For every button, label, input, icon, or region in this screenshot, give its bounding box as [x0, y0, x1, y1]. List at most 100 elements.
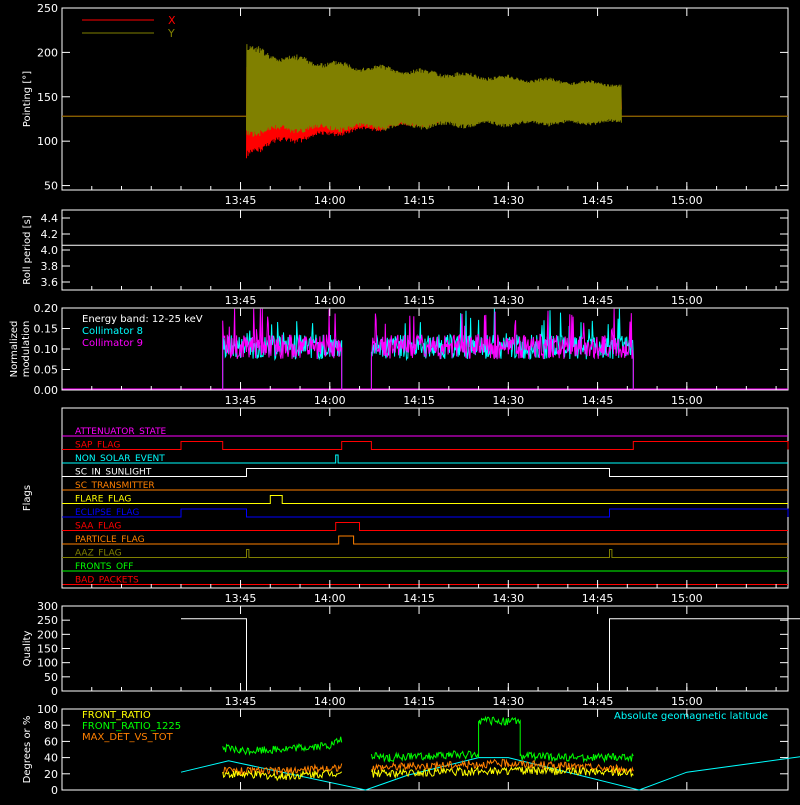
flag-label: SAP_FLAG — [75, 441, 120, 451]
legend-X-label: X — [168, 14, 176, 27]
x-tick-label: 14:30 — [492, 695, 524, 708]
y-axis-label: Pointing [°] — [22, 71, 33, 127]
flag-label: PARTICLE_FLAG — [75, 535, 145, 545]
y-tick-label: 4.4 — [41, 212, 59, 225]
x-tick-label: 13:45 — [225, 194, 257, 207]
flag-label: ECLIPSE_FLAG — [75, 508, 139, 518]
flag-label: AAZ_FLAG — [75, 549, 122, 559]
legend-collimator-8: Collimator 8 — [82, 326, 143, 337]
y-axis-label: Normalized — [9, 321, 20, 378]
y-tick-label: 0.15 — [34, 323, 59, 336]
x-tick-label: 14:45 — [582, 695, 614, 708]
x-tick-label: 14:30 — [492, 194, 524, 207]
ratio-series-3-seg-0 — [222, 769, 343, 782]
y-tick-label: 100 — [37, 657, 58, 670]
panel-frame — [61, 708, 789, 791]
x-tick-label: 13:45 — [225, 394, 257, 407]
legend-collimator-9: Collimator 9 — [82, 338, 143, 349]
flag-label: SC_IN_SUNLIGHT — [75, 468, 152, 478]
y-tick-label: 4.0 — [41, 244, 59, 257]
x-tick-label: 15:00 — [671, 592, 703, 605]
modulation-series-0-seg-0 — [222, 321, 343, 390]
x-tick-label: 14:15 — [403, 294, 435, 307]
x-tick-label: 14:45 — [582, 294, 614, 307]
x-tick-label: 13:45 — [225, 592, 257, 605]
y-tick-label: 50 — [44, 180, 58, 193]
x-tick-label: 14:00 — [314, 592, 346, 605]
y-tick-label: 100 — [37, 135, 58, 148]
x-tick-label: 13:45 — [225, 294, 257, 307]
x-tick-label: 15:00 — [671, 294, 703, 307]
flag-label: SAA_FLAG — [75, 522, 121, 532]
flag-line — [62, 441, 789, 450]
y-tick-label: 150 — [37, 643, 58, 656]
y-tick-label: 4.2 — [41, 228, 59, 241]
y-tick-label: 60 — [44, 735, 58, 748]
modulation-series-1-seg-0 — [222, 308, 343, 390]
flag-label: FRONTS_OFF — [75, 562, 133, 572]
x-tick-label: 14:15 — [403, 592, 435, 605]
x-tick-label: 14:15 — [403, 695, 435, 708]
modulation-series-1-seg-1 — [370, 308, 634, 390]
y-tick-label: 0 — [51, 685, 58, 698]
y-axis-label: Flags — [22, 485, 33, 511]
pointing-series-Y — [246, 44, 622, 137]
y-tick-label: 80 — [44, 719, 58, 732]
y-axis-label: Roll period [s] — [22, 215, 33, 284]
x-tick-label: 14:00 — [314, 294, 346, 307]
flag-label: FLARE_FLAG — [75, 495, 131, 505]
y-tick-label: 50 — [44, 671, 58, 684]
x-tick-label: 14:15 — [403, 194, 435, 207]
panel-frame — [61, 209, 789, 291]
flag-line — [62, 549, 788, 558]
ratio-series-1-seg-0 — [222, 736, 343, 756]
quality-line — [181, 618, 800, 692]
energy-band-annotation: Energy band: 12-25 keV — [82, 314, 203, 325]
y-tick-label: 150 — [37, 91, 58, 104]
flag-line — [62, 535, 788, 545]
flag-label: BAD_PACKETS — [75, 576, 139, 586]
flag-label: SC_TRANSMITTER — [75, 481, 155, 491]
legend-max_det_vs_tot: MAX_DET_VS_TOT — [82, 732, 174, 743]
x-tick-label: 14:45 — [582, 194, 614, 207]
y-tick-label: 3.8 — [41, 260, 59, 273]
flag-line — [62, 495, 788, 504]
y-tick-label: 200 — [37, 46, 58, 59]
legend-geomagnetic-latitude: Absolute geomagnetic latitude — [614, 711, 768, 722]
legend-front_ratio_1225: FRONT_RATIO_1225 — [82, 721, 181, 732]
x-tick-label: 14:00 — [314, 194, 346, 207]
legend-Y-label: Y — [167, 27, 175, 40]
flag-line — [62, 454, 788, 464]
ratio-series-3-seg-1 — [371, 765, 634, 779]
y-tick-label: 250 — [37, 2, 58, 15]
x-tick-label: 14:00 — [314, 695, 346, 708]
y-tick-label: 20 — [44, 768, 58, 781]
flag-line — [62, 508, 789, 518]
y-axis-label: modulation — [21, 321, 32, 378]
flag-line — [62, 468, 788, 477]
x-tick-label: 14:15 — [403, 394, 435, 407]
panel-frame — [61, 7, 789, 191]
y-tick-label: 3.6 — [41, 276, 59, 289]
legend-front_ratio: FRONT_RATIO — [82, 710, 151, 721]
y-tick-label: 40 — [44, 752, 58, 765]
panel-frame — [61, 407, 789, 589]
x-tick-label: 14:00 — [314, 394, 346, 407]
x-tick-label: 15:00 — [671, 695, 703, 708]
x-tick-label: 14:30 — [492, 294, 524, 307]
flag-label: ATTENUATOR_STATE — [75, 427, 167, 437]
y-tick-label: 0 — [51, 784, 58, 797]
y-tick-label: 100 — [37, 703, 58, 716]
x-tick-label: 15:00 — [671, 394, 703, 407]
y-tick-label: 0.10 — [34, 343, 59, 356]
x-tick-label: 14:30 — [492, 394, 524, 407]
y-tick-label: 250 — [37, 614, 58, 627]
y-axis-label: Degrees or % — [22, 716, 33, 784]
flag-label: NON_SOLAR_EVENT — [75, 454, 165, 464]
y-tick-label: 0.00 — [34, 384, 59, 397]
flag-line — [62, 522, 788, 531]
x-tick-label: 14:45 — [582, 394, 614, 407]
x-tick-label: 15:00 — [671, 194, 703, 207]
